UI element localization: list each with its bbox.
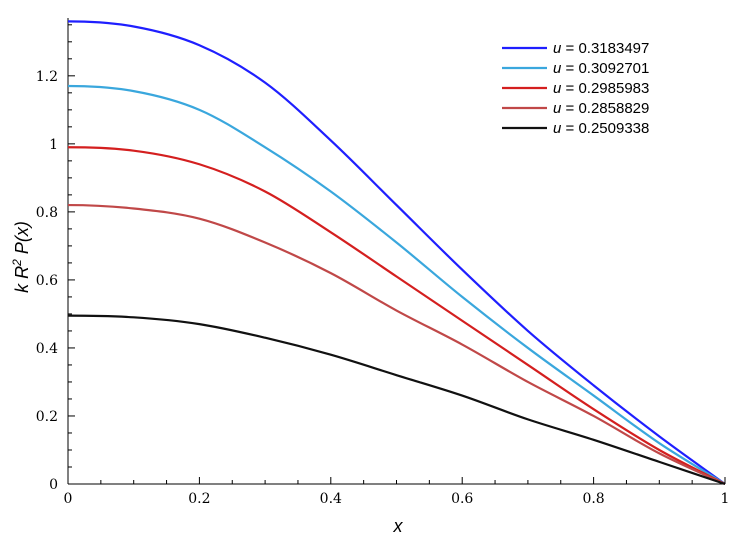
legend-label-2: u = 0.2985983: [553, 80, 649, 97]
x-tick-label: 1: [721, 491, 730, 507]
x-tick-label: 0.2: [188, 491, 210, 507]
series-line-3: [67, 203, 726, 485]
y-axis-title: k R2 P(x): [10, 221, 32, 293]
y-axis-title-close: ): [12, 221, 32, 229]
y-tick-label: 0.6: [36, 273, 58, 289]
ticks: 0 0.2 0.4 0.6 0.8 1 0 0.2 0.4 0.6 0.8 1 1.2: [36, 24, 730, 507]
legend-var: u: [553, 60, 562, 77]
series-line-0: [67, 20, 726, 485]
y-axis-title-R: R: [12, 266, 32, 279]
legend-var: u: [553, 80, 562, 97]
legend-label-1: u = 0.3092701: [553, 60, 649, 77]
y-tick-label: 0.4: [36, 341, 58, 357]
legend-var: u: [553, 40, 562, 57]
series-line-1: [67, 84, 726, 485]
y-axis-title-k: k: [12, 283, 32, 293]
legend-value: = 0.2985983: [561, 80, 649, 97]
legend-var: u: [553, 100, 562, 117]
legend-label-3: u = 0.2858829: [553, 100, 649, 117]
y-tick-label: 0.8: [36, 205, 58, 221]
y-tick-label: 0: [49, 477, 58, 493]
x-tick-label: 0.6: [451, 491, 473, 507]
legend-value: = 0.3183497: [561, 40, 649, 57]
legend-label-0: u = 0.3183497: [553, 40, 649, 57]
legend-label-4: u = 0.2509338: [553, 120, 649, 137]
x-axis-title: x: [393, 516, 404, 536]
series-line-2: [67, 146, 726, 485]
y-tick-label: 1.2: [36, 69, 58, 85]
legend-value: = 0.2858829: [561, 100, 649, 117]
legend-value: = 0.2509338: [561, 120, 649, 137]
x-tick-label: 0.4: [320, 491, 342, 507]
legend-value: = 0.3092701: [561, 60, 649, 77]
y-tick-label: 1: [49, 137, 58, 153]
y-tick-label: 0.2: [36, 409, 58, 425]
x-tick-label: 0.8: [582, 491, 604, 507]
y-axis-title-x: x: [12, 226, 32, 237]
y-axis-title-sup: 2: [10, 259, 24, 267]
curves: [67, 20, 726, 486]
legend-var: u: [553, 120, 562, 137]
y-axis-title-P: P(: [12, 234, 32, 254]
x-tick-label: 0: [64, 491, 73, 507]
series-line-4: [67, 314, 726, 486]
